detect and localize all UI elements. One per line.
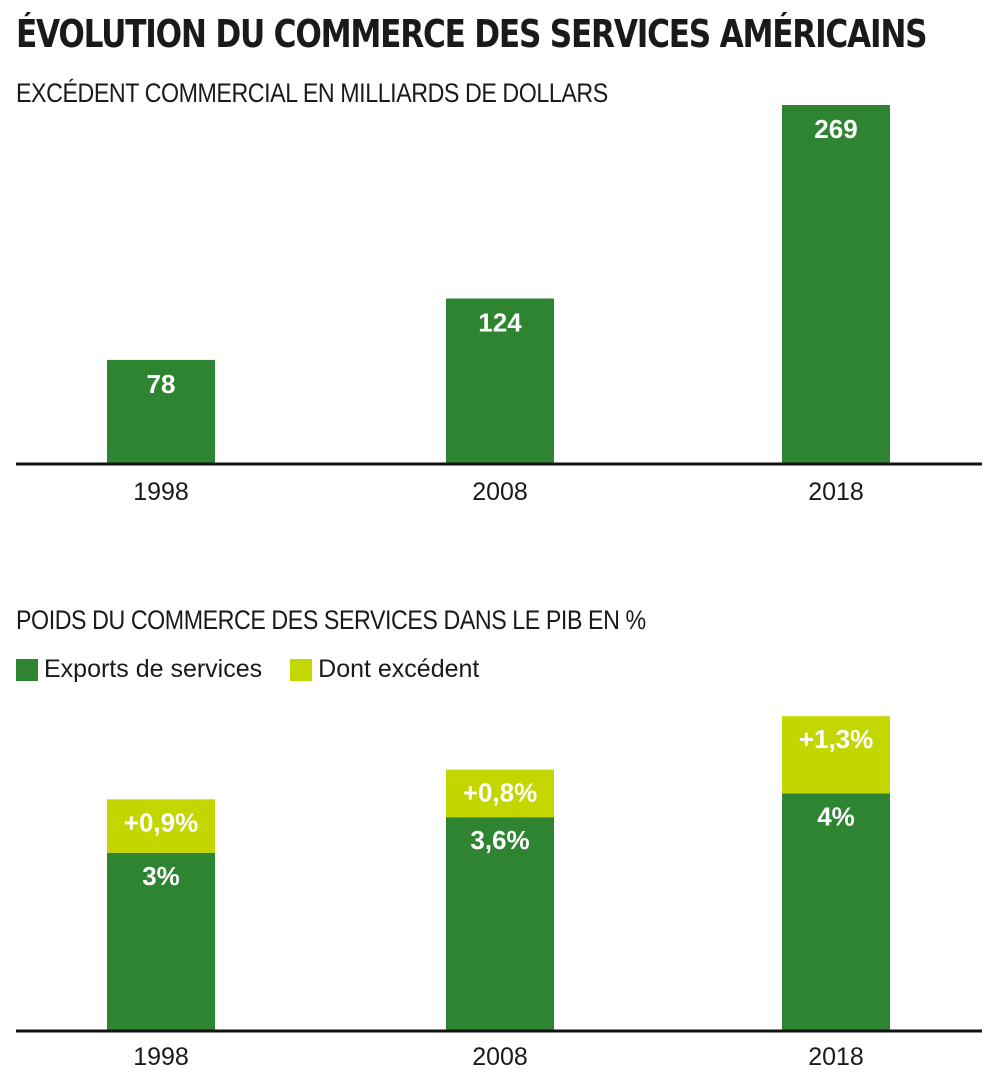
legend-swatch-surplus xyxy=(290,658,313,681)
chart-title: ÉVOLUTION DU COMMERCE DES SERVICES AMÉRI… xyxy=(16,12,928,56)
x-tick-label-2018: 2018 xyxy=(808,478,864,506)
bar-exports-2008 xyxy=(446,817,554,1031)
bar-value-label-1998: 78 xyxy=(147,369,176,399)
legend-label-exports: Exports de services xyxy=(44,655,263,683)
legend-label-surplus: Dont excédent xyxy=(318,655,480,683)
bar-value-label-2008: 124 xyxy=(478,308,522,338)
bar-value-label-2018: 269 xyxy=(814,114,857,144)
x-tick-label-2008: 2008 xyxy=(472,478,528,506)
chart2-subtitle: POIDS DU COMMERCE DES SERVICES DANS LE P… xyxy=(16,605,646,635)
chart2-legend: Exports de services Dont excédent xyxy=(16,655,507,684)
bar-2008 xyxy=(446,298,554,464)
legend-swatch-exports xyxy=(16,658,38,681)
x-tick-label-1998: 1998 xyxy=(133,1043,189,1071)
bar-value-label-exports-2008: 3,6% xyxy=(470,825,529,855)
x-tick-label-2008: 2008 xyxy=(472,1043,528,1071)
legend-item-exports: Exports de services xyxy=(16,655,262,684)
bar-exports-2018 xyxy=(782,793,890,1031)
bar-surplus-2008 xyxy=(446,769,554,818)
legend-item-surplus: Dont excédent xyxy=(290,655,479,684)
chart1-svg: 78 1998 124 2008 269 2018 xyxy=(16,105,982,506)
x-tick-label-1998: 1998 xyxy=(133,478,189,506)
bar-value-label-surplus-2018: +1,3% xyxy=(799,724,873,754)
bar-1998 xyxy=(107,359,215,464)
bar-value-label-surplus-1998: +0,9% xyxy=(124,807,198,837)
bar-exports-1998 xyxy=(107,852,215,1031)
x-tick-label-2018: 2018 xyxy=(808,1043,864,1071)
bar-value-label-exports-1998: 3% xyxy=(142,861,180,891)
bar-value-label-exports-2018: 4% xyxy=(817,801,855,831)
bar-surplus-2018 xyxy=(782,716,890,794)
bar-value-label-surplus-2008: +0,8% xyxy=(463,778,537,808)
bar-surplus-1998 xyxy=(107,799,215,853)
bar-2018 xyxy=(782,105,890,464)
chart1-subtitle: EXCÉDENT COMMERCIAL EN MILLIARDS DE DOLL… xyxy=(16,78,608,108)
